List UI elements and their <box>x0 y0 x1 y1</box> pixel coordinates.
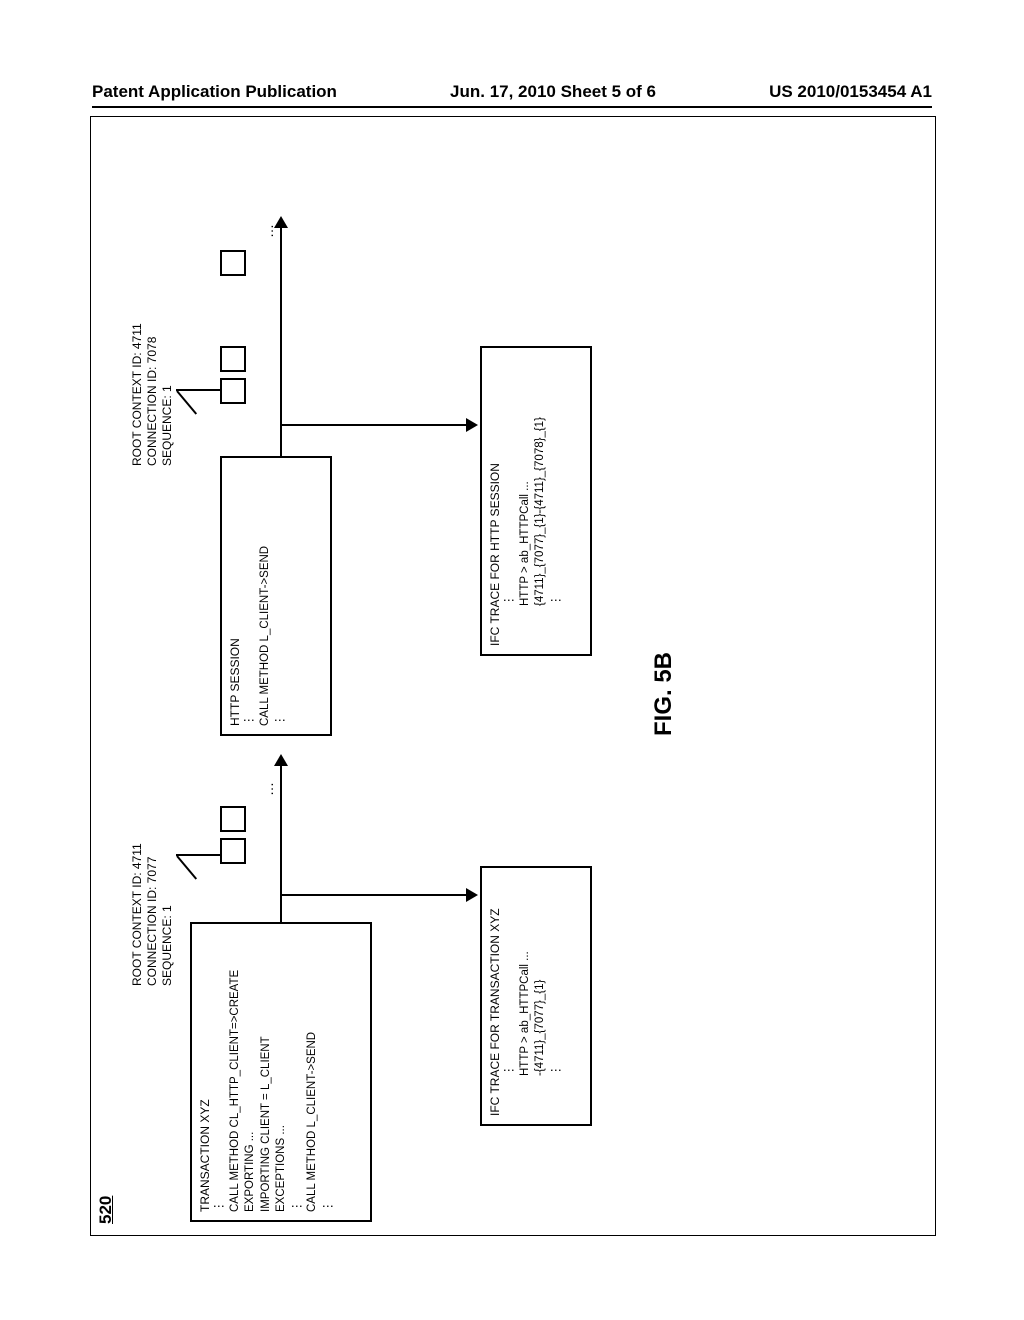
left-source-box: TRANSACTION XYZ ⋮ CALL METHOD CL_HTTP_CL… <box>190 922 372 1222</box>
header-right: US 2010/0153454 A1 <box>769 82 932 102</box>
figure-rotated: 520 ROOT CONTEXT ID: 4711 CONNECTION ID:… <box>90 116 936 1236</box>
left-axis-line <box>280 762 282 922</box>
right-meta: ROOT CONTEXT ID: 4711 CONNECTION ID: 707… <box>130 323 175 466</box>
left-meta-conn: CONNECTION ID: 7077 <box>145 843 160 986</box>
header-mid: Jun. 17, 2010 Sheet 5 of 6 <box>450 82 656 102</box>
right-meta-root: ROOT CONTEXT ID: 4711 <box>130 323 145 466</box>
right-down-line <box>280 424 470 426</box>
right-meta-seq: SEQUENCE: 1 <box>160 323 175 466</box>
left-down-arrow <box>466 888 478 902</box>
left-axis-arrow <box>274 754 288 766</box>
figure-ref: 520 <box>96 1196 116 1224</box>
right-source-box: HTTP SESSION ⋮ CALL METHOD L_CLIENT->SEN… <box>220 456 332 736</box>
left-meta-pointer <box>176 854 222 856</box>
left-seq-ellipsis: … <box>260 781 276 796</box>
left-meta: ROOT CONTEXT ID: 4711 CONNECTION ID: 707… <box>130 843 175 986</box>
right-meta-diag <box>176 390 197 414</box>
right-trace-lines: ⋮ HTTP > ab_HTTPCall ... {4711}_{7077}_{… <box>502 356 564 646</box>
right-seq-box-1 <box>220 378 246 404</box>
right-source-title: HTTP SESSION <box>228 466 242 726</box>
figure-container: 520 ROOT CONTEXT ID: 4711 CONNECTION ID:… <box>90 116 936 1236</box>
left-source-title: TRANSACTION XYZ <box>198 932 212 1212</box>
left-meta-seq: SEQUENCE: 1 <box>160 843 175 986</box>
page-header: Patent Application Publication Jun. 17, … <box>92 82 932 108</box>
right-meta-pointer <box>176 389 222 391</box>
left-trace-box: IFC TRACE FOR TRANSACTION XYZ ⋮ HTTP > a… <box>480 866 592 1126</box>
left-trace-title: IFC TRACE FOR TRANSACTION XYZ <box>488 876 502 1116</box>
right-down-arrow <box>466 418 478 432</box>
header-left: Patent Application Publication <box>92 82 337 102</box>
left-seq-box-2 <box>220 806 246 832</box>
left-down-line <box>280 894 470 896</box>
left-meta-root: ROOT CONTEXT ID: 4711 <box>130 843 145 986</box>
left-source-lines: ⋮ CALL METHOD CL_HTTP_CLIENT=>CREATE EXP… <box>212 932 336 1212</box>
left-seq-box-1 <box>220 838 246 864</box>
right-axis-line <box>280 226 282 456</box>
figure-label: FIG. 5B <box>650 652 678 736</box>
right-meta-conn: CONNECTION ID: 7078 <box>145 323 160 466</box>
right-seq-box-2 <box>220 346 246 372</box>
left-trace-lines: ⋮ HTTP > ab_HTTPCall ... -{4711}_{7077}_… <box>502 876 564 1116</box>
right-trace-box: IFC TRACE FOR HTTP SESSION ⋮ HTTP > ab_H… <box>480 346 592 656</box>
left-meta-diag <box>176 855 197 879</box>
right-source-lines: ⋮ CALL METHOD L_CLIENT->SEND ⋮ <box>242 466 289 726</box>
right-trace-title: IFC TRACE FOR HTTP SESSION <box>488 356 502 646</box>
right-seq-box-3 <box>220 250 246 276</box>
right-axis-arrow <box>274 216 288 228</box>
